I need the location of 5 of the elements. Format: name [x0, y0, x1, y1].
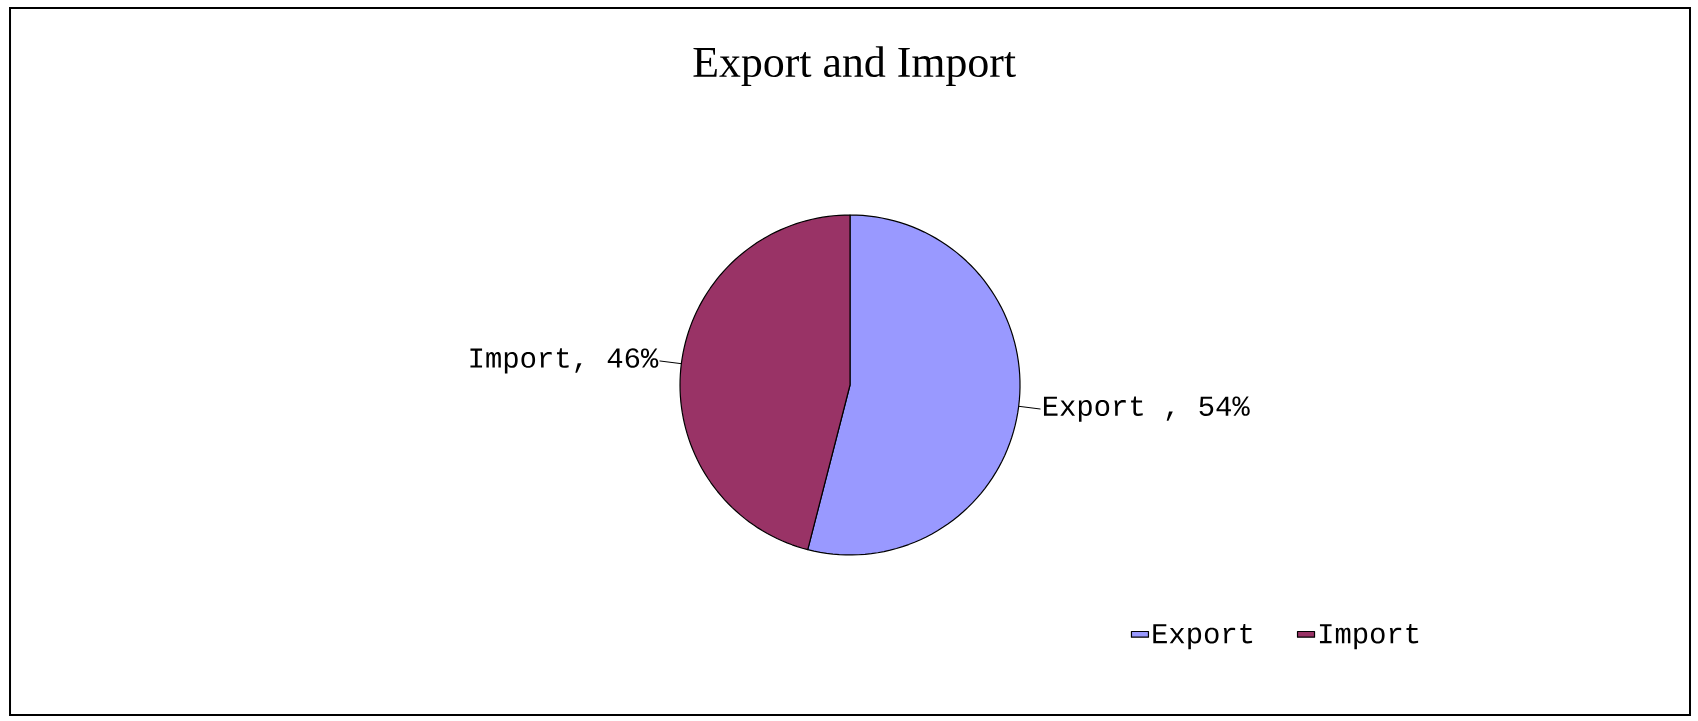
data-label: Import, 46%: [470, 348, 659, 374]
chart-title: Export and Import: [693, 46, 1016, 86]
legend-label: Export: [1153, 623, 1253, 650]
legend-label: Import: [1319, 623, 1419, 650]
data-label: Export , 54%: [1043, 396, 1250, 422]
